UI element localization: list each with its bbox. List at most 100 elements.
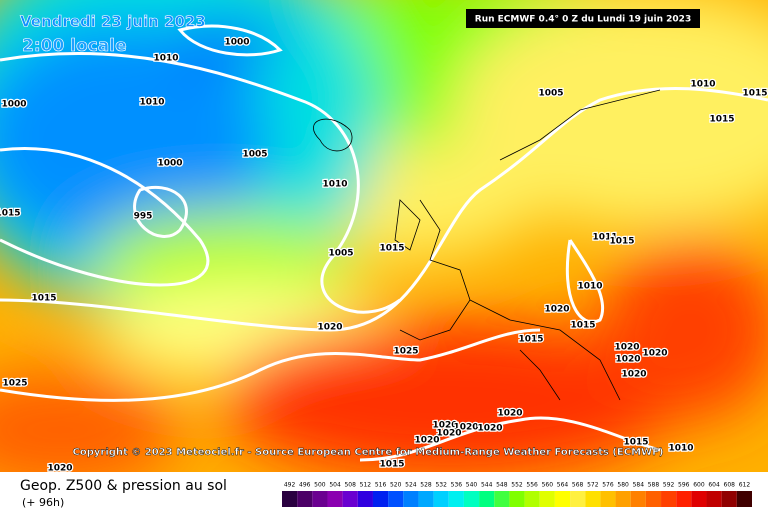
scale-label: 552 <box>511 482 523 489</box>
copyright: Copyright © 2023 Meteociel.fr - Source E… <box>73 447 664 458</box>
run-box <box>466 9 700 28</box>
scale-label: 604 <box>708 482 720 489</box>
isobar-label: 1015 <box>742 89 767 99</box>
isobar-label: 1020 <box>47 464 72 474</box>
scale-label: 556 <box>526 482 538 489</box>
map-background <box>0 0 768 472</box>
scale-label: 596 <box>678 482 690 489</box>
scale-label: 496 <box>299 482 311 489</box>
scale-label: 540 <box>466 482 478 489</box>
scale-label: 512 <box>360 482 372 489</box>
scale-label: 516 <box>375 482 387 489</box>
scale-swatch <box>630 491 646 507</box>
scale-swatch <box>554 491 571 507</box>
isobar-label: 1010 <box>668 444 693 454</box>
isobar-label: 1020 <box>477 424 502 434</box>
isobar-label: 1005 <box>328 249 353 259</box>
scale-label: 508 <box>344 482 356 489</box>
scale-label: 588 <box>648 482 660 489</box>
scale-swatch <box>539 491 555 507</box>
date-label: Vendredi 23 juin 2023 <box>20 13 206 31</box>
isobar-label: 1000 <box>1 100 26 110</box>
scale-swatch <box>297 491 313 507</box>
scale-swatch <box>388 491 404 507</box>
coastlines <box>313 89 661 401</box>
time-label: 2:00 locale <box>22 36 127 56</box>
isobar-label: 1015 <box>570 321 595 331</box>
isobar-label: 1010 <box>577 282 602 292</box>
isobar-label: 1025 <box>2 379 27 389</box>
scale-swatch <box>661 491 677 507</box>
isobar-label: 1020 <box>414 436 439 446</box>
scale-label: 492 <box>284 482 296 489</box>
scale-swatch <box>691 491 707 507</box>
scale-swatch <box>372 491 389 507</box>
scale-label: 576 <box>602 482 614 489</box>
isobar-label: 1010 <box>153 54 178 64</box>
scale-swatch <box>600 491 616 507</box>
scale-label: 520 <box>390 482 402 489</box>
scale-label: 600 <box>693 482 705 489</box>
scale-swatch <box>570 491 586 507</box>
color-scale: 492 496 500 504 508 512 516 520 524 528 532 536 540 5… <box>282 482 752 507</box>
scale-swatch <box>509 491 525 507</box>
scale-swatch <box>645 491 662 507</box>
scale-swatch <box>494 491 510 507</box>
scale-swatch <box>357 491 373 507</box>
isobar-label: 1020 <box>497 409 522 419</box>
scale-label: 544 <box>481 482 493 489</box>
scale-swatch <box>448 491 464 507</box>
scale-label: 528 <box>420 482 432 489</box>
isobar-labels: 1000 1010 1005 1010 1015 1000 1010 1015 1005 1000… <box>0 36 768 475</box>
isobar-label: 1005 <box>538 89 563 99</box>
scale-swatch <box>736 491 752 507</box>
scale-label: 568 <box>572 482 584 489</box>
scale-swatch <box>463 491 480 507</box>
scale-label: 500 <box>314 482 326 489</box>
scale-label: 612 <box>739 482 751 489</box>
scale-label: 532 <box>435 482 447 489</box>
scale-label: 592 <box>663 482 675 489</box>
footer-title: Geop. Z500 & pression au sol <box>20 478 227 494</box>
scale-swatch <box>342 491 358 507</box>
footer-subtitle: (+ 96h) <box>22 496 64 509</box>
isobar-label: 1015 <box>0 209 21 219</box>
scale-label: 524 <box>405 482 417 489</box>
isobar-label: 1025 <box>393 347 418 357</box>
scale-swatch <box>585 491 601 507</box>
isobar-label: 1020 <box>615 355 640 365</box>
scale-swatch <box>418 491 434 507</box>
scale-label: 572 <box>587 482 599 489</box>
isobar-label: 1000 <box>157 159 182 169</box>
scale-swatch <box>706 491 722 507</box>
isobar-label: 1010 <box>322 180 347 190</box>
scale-label: 564 <box>557 482 569 489</box>
scale-swatch <box>403 491 419 507</box>
isobar-label: 1020 <box>544 305 569 315</box>
isobar-label: 1020 <box>317 323 342 333</box>
isobar-label: 1011 <box>592 233 617 243</box>
isobar-label: 1015 <box>609 237 634 247</box>
isobar-label: 1015 <box>379 460 404 470</box>
isobar-label: 1015 <box>623 438 648 448</box>
scale-label: 536 <box>451 482 463 489</box>
isobar-label: 1015 <box>379 244 404 254</box>
scale-swatch <box>479 491 495 507</box>
scale-swatch <box>615 491 631 507</box>
isobars <box>0 24 768 462</box>
isobar-label: 1010 <box>690 80 715 90</box>
scale-label: 504 <box>329 482 341 489</box>
scale-swatch <box>676 491 692 507</box>
isobar-label: 1020 <box>614 343 639 353</box>
isobar-label: 1010 <box>139 98 164 108</box>
run-label: Run ECMWF 0.4° 0 Z du Lundi 19 juin 2023 <box>475 15 691 25</box>
isobar-label: 1020 <box>453 423 478 433</box>
scale-swatch <box>327 491 343 507</box>
isobar-label: 1005 <box>242 150 267 160</box>
scale-label: 584 <box>633 482 645 489</box>
isobar-label: 1020 <box>432 421 457 431</box>
isobar-label: 1000 <box>224 38 249 48</box>
isobar-label: 995 <box>134 212 153 222</box>
scale-swatch <box>433 491 449 507</box>
